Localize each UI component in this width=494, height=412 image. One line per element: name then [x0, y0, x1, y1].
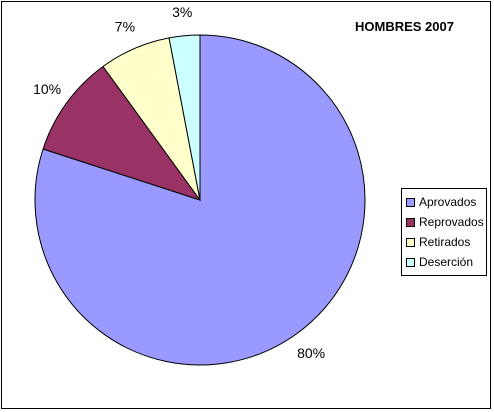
legend-swatch-aprovados	[406, 197, 415, 207]
pie-slice-desercion	[168, 34, 201, 201]
legend-item-aprovados: Aprovados	[402, 192, 486, 212]
pie-slice-aprovados	[34, 34, 366, 366]
data-label-desercion: 3%	[172, 4, 192, 20]
legend-swatch-reprovados	[406, 217, 415, 227]
data-label-retirados: 7%	[115, 19, 135, 35]
legend-item-retirados: Retirados	[402, 232, 486, 252]
data-label-reprovados: 10%	[33, 81, 61, 97]
legend-label-desercion: Deserción	[419, 255, 474, 269]
legend-label-retirados: Retirados	[419, 235, 471, 249]
legend: Aprovados Reprovados Retirados Deserción	[401, 188, 487, 276]
legend-swatch-retirados	[406, 237, 415, 247]
legend-item-reprovados: Reprovados	[402, 212, 486, 232]
pie-slice-reprovados	[42, 65, 202, 201]
chart-title: HOMBRES 2007	[355, 19, 454, 34]
legend-label-reprovados: Reprovados	[419, 215, 484, 229]
legend-swatch-desercion	[406, 257, 415, 267]
data-label-aprovados: 80%	[297, 345, 325, 361]
legend-item-desercion: Deserción	[402, 252, 486, 272]
legend-label-aprovados: Aprovados	[419, 195, 477, 209]
